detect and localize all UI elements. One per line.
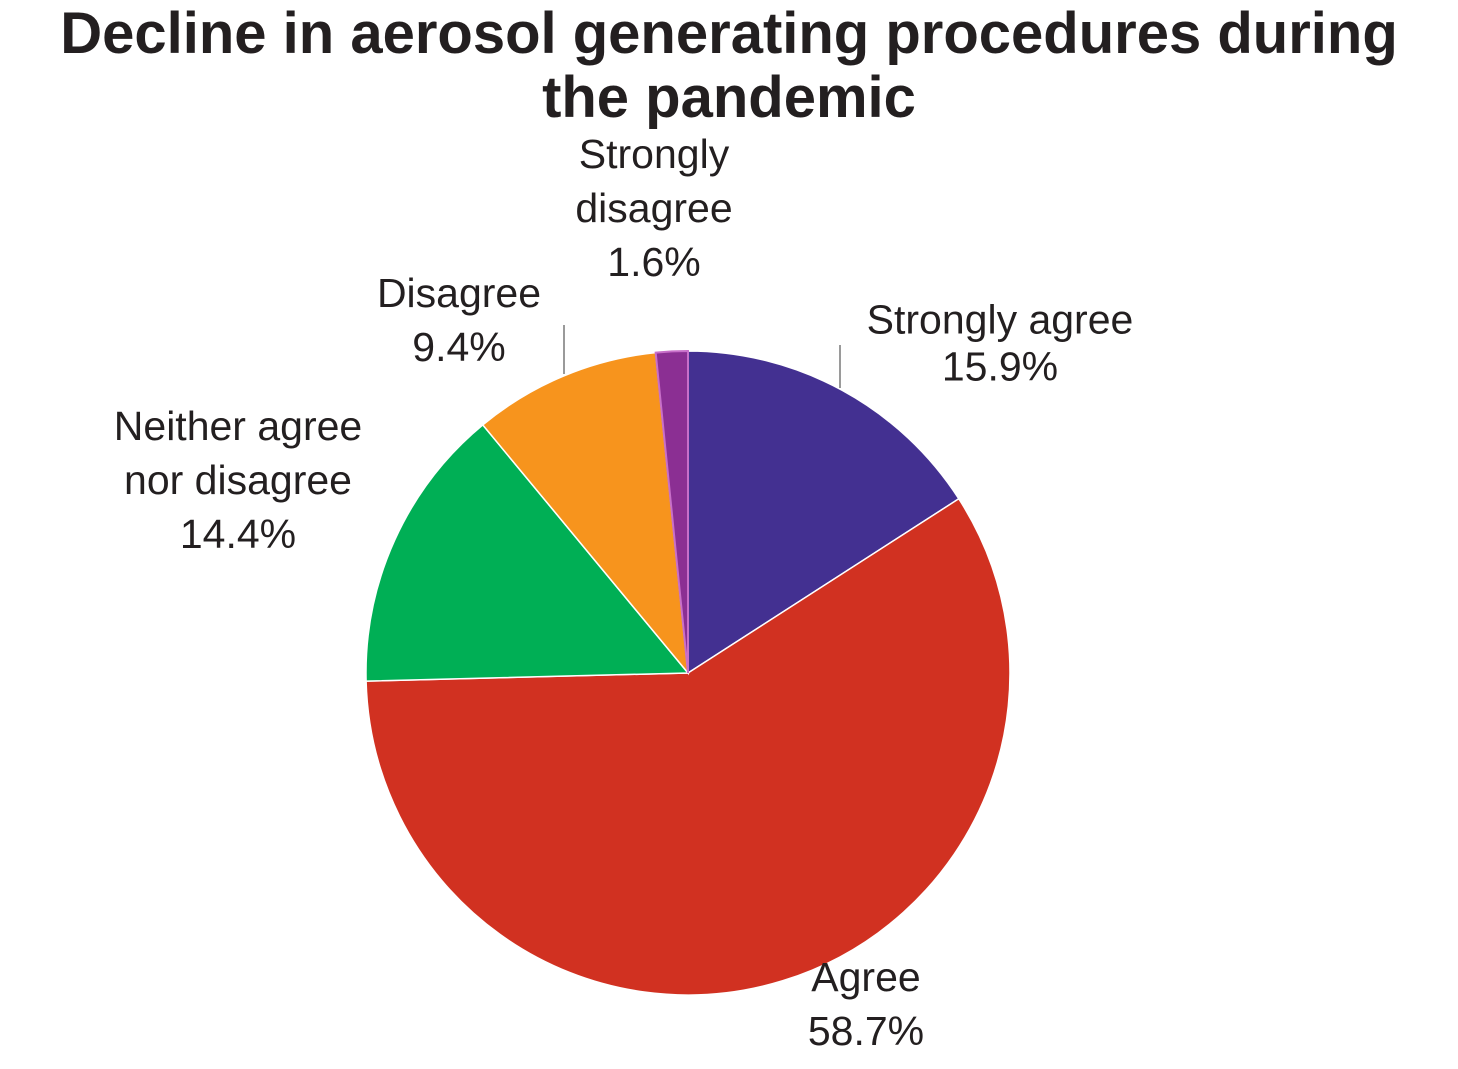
leader-lines: [563, 325, 841, 388]
pie-slice-agree: [365, 497, 1011, 996]
slice-label-neither-agree-nor-disagree: Neither agree nor disagree 14.4%: [114, 403, 362, 557]
slice-label-line: disagree: [575, 185, 732, 231]
slice-label-agree: Agree 58.7%: [808, 954, 924, 1054]
chart-title-line-2: the pandemic: [542, 65, 916, 130]
slice-label-line: 9.4%: [412, 324, 505, 370]
pie-slices: [365, 349, 1011, 996]
slice-label-line: 14.4%: [180, 511, 296, 557]
pie-slice-strongly-agree: [687, 350, 960, 675]
pie-slice-neither-agree-nor-disagree: [365, 423, 690, 682]
slice-labels: Strongly agree 15.9% Agree 58.7% Neither agr…: [114, 131, 1134, 1054]
slice-label-line: 58.7%: [808, 1008, 924, 1054]
slice-label-line: 15.9%: [942, 344, 1058, 390]
slice-label-line: Strongly: [579, 131, 730, 177]
slice-label-line: Neither agree: [114, 403, 362, 449]
slice-label-disagree: Disagree 9.4%: [377, 270, 541, 370]
chart-title: Decline in aerosol generating procedures…: [0, 2, 1458, 130]
slice-label-strongly-agree: Strongly agree 15.9%: [867, 297, 1134, 390]
slice-label-line: Strongly agree: [867, 297, 1134, 343]
pie-slice-strongly-disagree: [654, 349, 689, 674]
slice-label-line: 1.6%: [607, 239, 700, 285]
pie-slice-disagree: [481, 351, 689, 676]
chart-title-line-1: Decline in aerosol generating procedures…: [60, 1, 1398, 66]
slice-label-strongly-disagree: Strongly disagree 1.6%: [575, 131, 732, 285]
slice-label-line: Disagree: [377, 270, 541, 316]
slice-label-line: Agree: [811, 954, 920, 1000]
slice-label-line: nor disagree: [124, 457, 352, 503]
